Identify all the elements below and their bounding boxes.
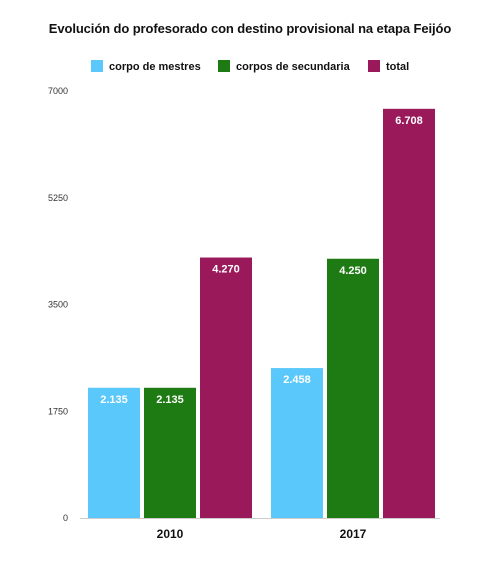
bar-value-label: 4.250 bbox=[339, 265, 367, 277]
bars: 2.135 2.135 4.270 2.458 4.250 6.708 bbox=[88, 108, 435, 518]
y-tick-label: 7000 bbox=[48, 86, 68, 96]
x-tick-label: 2010 bbox=[157, 527, 184, 541]
legend-swatch bbox=[218, 60, 230, 72]
legend-swatch bbox=[91, 60, 103, 72]
legend-label: corpos de secundaria bbox=[236, 61, 351, 73]
legend: corpo de mestres corpos de secundaria tota… bbox=[91, 60, 409, 73]
legend-swatch bbox=[368, 60, 380, 72]
bar bbox=[88, 387, 140, 518]
bar-value-label: 6.708 bbox=[395, 115, 423, 127]
bar-value-label: 2.135 bbox=[156, 394, 184, 406]
bar bbox=[271, 368, 323, 518]
y-tick-label: 3500 bbox=[48, 300, 68, 310]
y-tick-label: 0 bbox=[63, 513, 68, 523]
x-axis-labels: 2010 2017 bbox=[157, 527, 367, 541]
bar bbox=[144, 387, 196, 518]
bar-value-label: 2.135 bbox=[100, 394, 128, 406]
bar bbox=[200, 257, 252, 518]
bar bbox=[327, 258, 379, 518]
y-axis: 0 1750 3500 5250 7000 bbox=[48, 86, 440, 523]
bar-value-label: 4.270 bbox=[212, 264, 240, 276]
bar bbox=[383, 108, 435, 518]
y-tick-label: 1750 bbox=[48, 406, 68, 416]
y-tick-label: 5250 bbox=[48, 193, 68, 203]
chart-title: Evolución do profesorado con destino pro… bbox=[48, 21, 452, 36]
x-tick-label: 2017 bbox=[340, 527, 367, 541]
bar-value-label: 2.458 bbox=[283, 374, 311, 386]
legend-label: corpo de mestres bbox=[109, 61, 201, 73]
legend-label: total bbox=[386, 61, 409, 73]
